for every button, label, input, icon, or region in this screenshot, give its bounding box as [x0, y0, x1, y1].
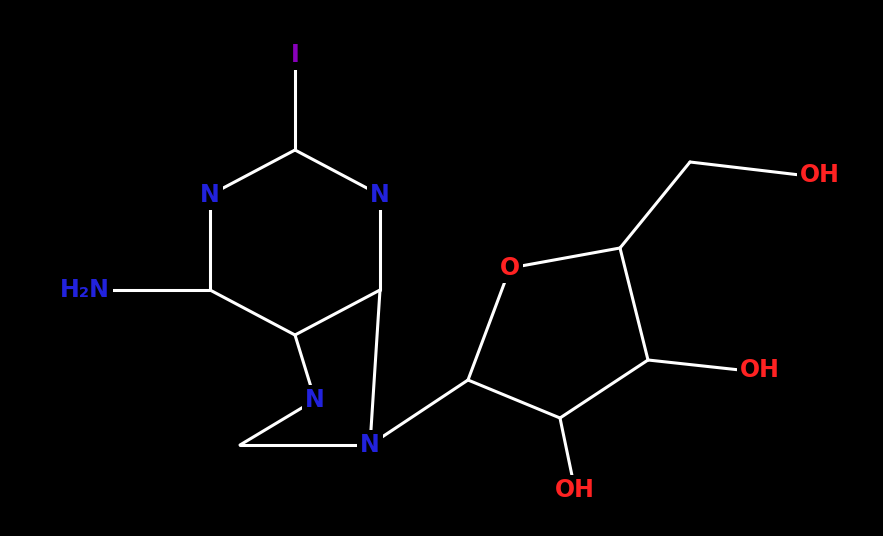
Text: N: N — [360, 433, 380, 457]
Text: N: N — [306, 388, 325, 412]
Text: N: N — [370, 183, 390, 207]
Text: O: O — [500, 256, 520, 280]
Text: I: I — [291, 43, 299, 67]
Text: H₂N: H₂N — [60, 278, 110, 302]
Text: OH: OH — [740, 358, 780, 382]
Text: OH: OH — [555, 478, 595, 502]
Text: OH: OH — [800, 163, 840, 187]
Text: N: N — [200, 183, 220, 207]
